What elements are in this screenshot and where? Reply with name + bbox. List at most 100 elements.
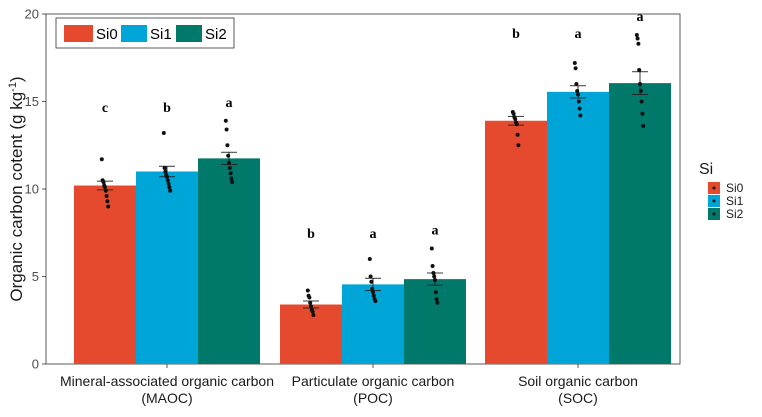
bar-si0: [280, 304, 342, 364]
y-axis: 0 5 10 15 20: [25, 7, 46, 372]
legend-title: Si: [699, 161, 713, 178]
x-category-sublabel: (POC): [353, 390, 393, 406]
top-legend-swatch-si2: [176, 25, 202, 42]
top-legend-swatch-si0: [64, 25, 93, 42]
data-point: [367, 257, 372, 261]
data-point: [575, 89, 580, 93]
data-point: [99, 157, 104, 162]
data-point: [634, 33, 639, 37]
data-point: [369, 279, 374, 284]
data-point: [311, 313, 316, 317]
top-legend-swatch-si1: [121, 25, 147, 42]
bar-si2: [609, 83, 671, 364]
bar-si2: [198, 158, 260, 364]
data-point: [161, 131, 166, 135]
data-point: [103, 188, 108, 193]
top-legend-label: Si0: [96, 26, 118, 43]
data-point: [103, 185, 107, 190]
data-point: [640, 111, 645, 116]
significance-letter: a: [637, 10, 644, 25]
data-point: [224, 127, 229, 132]
x-axis-labels: Mineral-associated organic carbon(MAOC) P…: [60, 364, 638, 406]
data-point: [368, 274, 373, 279]
top-legend: Si0 Si1 Si2: [55, 17, 235, 49]
bar-si1: [342, 284, 404, 364]
data-point: [225, 143, 230, 148]
legend-point-key: [712, 199, 716, 203]
data-point: [163, 169, 168, 174]
data-point: [309, 304, 313, 309]
data-point: [513, 117, 518, 121]
y-tick-label: 15: [25, 94, 39, 109]
y-tick-label: 20: [25, 7, 39, 22]
data-point: [223, 118, 228, 123]
data-point: [371, 293, 376, 298]
data-point: [307, 295, 312, 300]
data-point: [572, 61, 577, 65]
bar-si1: [547, 91, 609, 364]
significance-letter: a: [370, 227, 377, 242]
data-point: [574, 82, 579, 86]
data-point: [310, 309, 315, 314]
data-point: [576, 92, 580, 97]
legend-point-key: [712, 212, 716, 216]
data-point: [638, 89, 643, 93]
data-point: [429, 246, 434, 251]
data-point: [227, 160, 231, 165]
bar-si0: [74, 185, 136, 364]
data-point: [228, 171, 233, 176]
data-point: [105, 199, 110, 204]
legend-point-key: [712, 186, 716, 190]
data-point: [373, 299, 378, 303]
data-point: [511, 111, 516, 116]
data-point: [371, 290, 375, 295]
legend-label: Si2: [726, 207, 744, 221]
data-point: [166, 181, 171, 186]
data-point: [308, 300, 313, 305]
significance-letter: b: [512, 27, 520, 42]
data-point: [577, 106, 582, 111]
y-tick-label: 10: [25, 182, 39, 197]
x-category-sublabel: (SOC): [558, 390, 598, 406]
legend-label: Si0: [726, 181, 744, 195]
data-point: [578, 113, 583, 118]
data-point: [226, 153, 231, 158]
data-point: [514, 122, 519, 127]
data-point: [101, 180, 106, 184]
x-category-label: Mineral-associated organic carbon: [60, 373, 274, 389]
data-point: [641, 124, 646, 128]
bars-group: c b a b a a b a a: [74, 10, 671, 364]
data-point: [433, 278, 437, 282]
top-legend-label: Si1: [150, 26, 172, 43]
data-point: [431, 271, 436, 275]
bar-si0: [485, 120, 547, 364]
data-point: [635, 36, 640, 41]
y-tick-label: 5: [32, 269, 39, 284]
data-point: [165, 174, 169, 179]
data-point: [516, 143, 521, 148]
data-point: [515, 132, 520, 137]
x-category-label: Particulate organic carbon: [292, 373, 455, 389]
data-point: [432, 274, 437, 279]
data-point: [430, 264, 435, 268]
significance-letter: a: [575, 27, 582, 42]
significance-letter: c: [102, 101, 108, 116]
data-point: [165, 178, 170, 183]
data-point: [638, 82, 642, 86]
data-point: [229, 176, 234, 181]
legend-label: Si1: [726, 194, 744, 208]
data-point: [639, 99, 644, 104]
y-tick-label: 0: [32, 357, 39, 372]
significance-letter: a: [226, 96, 233, 111]
data-point: [435, 300, 440, 305]
data-point: [106, 204, 111, 209]
data-point: [168, 188, 173, 193]
data-point: [167, 185, 172, 190]
x-category-sublabel: (MAOC): [141, 390, 192, 406]
data-point: [305, 288, 310, 293]
x-category-label: Soil organic carbon: [518, 373, 638, 389]
data-point: [636, 41, 641, 46]
data-point: [370, 286, 375, 291]
